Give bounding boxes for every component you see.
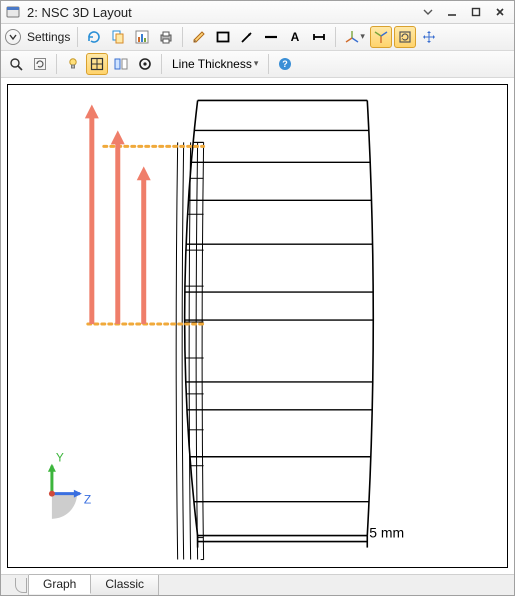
axis-inverted-button[interactable] — [370, 26, 392, 48]
chevron-down-icon: ▾ — [254, 58, 259, 69]
tab-scroll-icon[interactable] — [11, 575, 29, 595]
line-thickness-dropdown[interactable]: Line Thickness ▾ — [167, 53, 263, 75]
target-button[interactable] — [134, 53, 156, 75]
lightbulb-button[interactable] — [62, 53, 84, 75]
svg-text:A: A — [291, 30, 300, 44]
zoom-button[interactable] — [5, 53, 27, 75]
separator — [56, 54, 57, 74]
fit-frame-button[interactable] — [86, 53, 108, 75]
panels-button[interactable] — [110, 53, 132, 75]
refresh-button[interactable] — [83, 26, 105, 48]
line-thickness-label: Line Thickness — [172, 57, 252, 71]
rotate-view-button[interactable] — [394, 26, 416, 48]
separator — [335, 27, 336, 47]
tab-graph[interactable]: Graph — [29, 574, 91, 594]
zoom-rotate-button[interactable] — [29, 53, 51, 75]
arrow-tool-button[interactable] — [236, 26, 258, 48]
dropdown-button[interactable] — [418, 4, 438, 20]
viewport[interactable]: 5 mm Y Z — [7, 84, 508, 568]
app-window: 2: NSC 3D Layout Settings — [0, 0, 515, 596]
expand-settings-icon[interactable] — [5, 29, 21, 45]
canvas-area: 5 mm Y Z — [1, 78, 514, 574]
svg-text:?: ? — [283, 59, 289, 69]
settings-label[interactable]: Settings — [25, 30, 72, 44]
toolbar-primary: Settings — [1, 24, 514, 51]
copy-button[interactable] — [107, 26, 129, 48]
separator — [77, 27, 78, 47]
pencil-button[interactable] — [188, 26, 210, 48]
minimize-button[interactable] — [442, 4, 462, 20]
dimension-tool-button[interactable] — [308, 26, 330, 48]
close-button[interactable] — [490, 4, 510, 20]
svg-text:5 mm: 5 mm — [369, 524, 404, 540]
window-title: 2: NSC 3D Layout — [27, 5, 132, 20]
text-tool-button[interactable]: A — [284, 26, 306, 48]
maximize-button[interactable] — [466, 4, 486, 20]
window-controls — [418, 4, 510, 20]
titlebar: 2: NSC 3D Layout — [1, 1, 514, 24]
svg-text:Y: Y — [56, 451, 64, 465]
app-icon — [5, 4, 21, 20]
help-button[interactable]: ? — [274, 53, 296, 75]
rectangle-tool-button[interactable] — [212, 26, 234, 48]
chart-button[interactable] — [131, 26, 153, 48]
line-tool-button[interactable] — [260, 26, 282, 48]
separator — [161, 54, 162, 74]
chevron-down-icon: ▾ — [360, 31, 365, 42]
svg-text:Z: Z — [84, 492, 91, 506]
separator — [182, 27, 183, 47]
separator — [268, 54, 269, 74]
toolbar-secondary: Line Thickness ▾ ? — [1, 51, 514, 78]
pan-button[interactable] — [418, 26, 440, 48]
bottom-tabs: Graph Classic — [1, 574, 514, 595]
axis-xyz-button[interactable]: ▾ — [341, 26, 368, 48]
tab-classic[interactable]: Classic — [91, 575, 159, 595]
print-button[interactable] — [155, 26, 177, 48]
